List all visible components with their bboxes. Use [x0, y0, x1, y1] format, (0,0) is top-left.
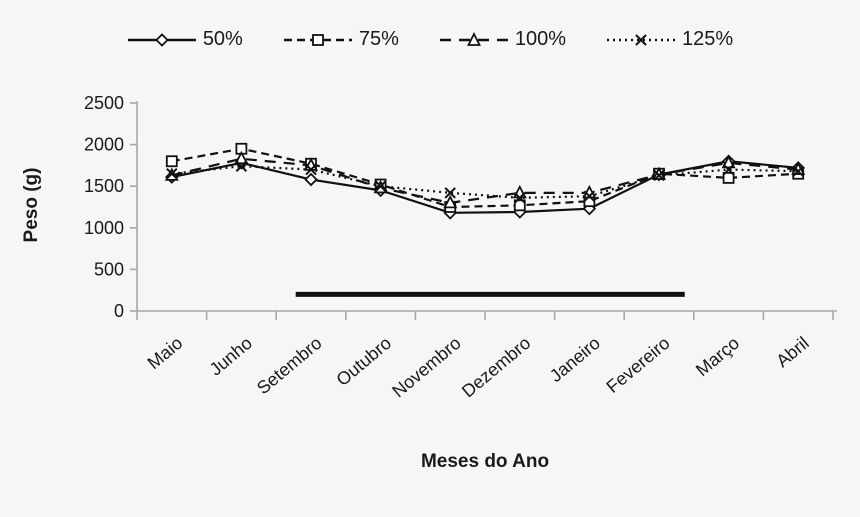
y-tick-label: 0 [114, 301, 124, 321]
legend-sample-solid-diamond-icon [127, 32, 196, 47]
series-125% [166, 160, 804, 204]
x-marker-icon [792, 165, 804, 177]
series-line-125% [171, 165, 799, 199]
x-marker-icon [583, 190, 596, 202]
x-marker-icon [444, 187, 456, 199]
legend-label-75: 75% [358, 28, 399, 50]
triangle-marker-icon [443, 194, 458, 209]
legend-item-100: 100% [439, 28, 566, 51]
x-tick-label: Fevereiro [602, 333, 673, 397]
triangle-marker-icon [721, 154, 736, 169]
y-tick-label: 2500 [84, 93, 124, 113]
legend-item-125: 125% [606, 28, 733, 51]
series-100% [164, 150, 806, 209]
y-tick-label: 1500 [84, 176, 124, 196]
series-line-100% [171, 157, 799, 204]
legend-sample-dotted-x-icon [607, 33, 676, 46]
legend-label-125: 125% [682, 28, 734, 50]
y-tick-label: 500 [94, 259, 124, 279]
x-tick-label: Janeiro [546, 333, 604, 386]
x-tick-label: Dezembro [458, 333, 534, 402]
x-marker-icon [722, 163, 735, 176]
legend-sample-longdash-triangle-icon [439, 31, 508, 46]
series-75% [165, 142, 805, 213]
triangle-marker-icon [234, 150, 249, 165]
x-tick-label: Junho [206, 333, 256, 380]
y-tick-label: 2000 [84, 135, 124, 155]
square-marker-icon [165, 155, 178, 168]
x-tick-label: Maio [144, 333, 187, 373]
legend-item-75: 75% [283, 28, 399, 51]
x-tick-label: Setembro [253, 333, 326, 398]
square-marker-icon [513, 199, 526, 212]
square-marker-icon [722, 171, 735, 184]
legend-sample-dashed-square-icon [283, 33, 352, 46]
series-50% [165, 154, 805, 220]
series-line-75% [171, 147, 799, 209]
x-tick-label: Novembro [388, 333, 464, 402]
x-marker-icon [514, 192, 526, 204]
legend-item-50: 50% [127, 28, 243, 51]
x-marker-icon [305, 163, 317, 176]
x-marker-icon [166, 168, 178, 180]
x-tick-label: Abril [772, 333, 812, 371]
legend-label-100: 100% [514, 28, 567, 50]
x-axis-title: Meses do Ano [420, 451, 550, 472]
x-marker-icon [374, 180, 387, 192]
x-marker-icon [235, 160, 248, 172]
series-line-50% [171, 160, 799, 214]
legend-label-50: 50% [202, 28, 243, 50]
triangle-marker-icon [512, 184, 527, 199]
x-tick-label: Outubro [332, 333, 395, 390]
x-marker-icon [653, 169, 665, 182]
annotation-bar [295, 291, 685, 297]
diamond-marker-icon [304, 172, 318, 187]
y-tick-label: 1000 [84, 218, 124, 238]
legend: 50% 75% 100% 125% [0, 28, 860, 51]
x-tick-label: Março [692, 333, 743, 380]
